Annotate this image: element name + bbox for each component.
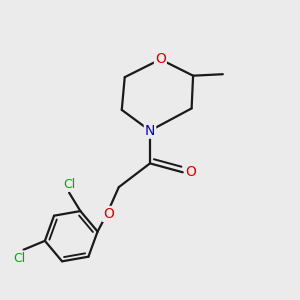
- Text: O: O: [155, 52, 166, 66]
- Text: O: O: [186, 165, 196, 179]
- Text: N: N: [145, 124, 155, 138]
- Text: Cl: Cl: [63, 178, 75, 191]
- Text: Cl: Cl: [13, 252, 25, 265]
- Text: O: O: [103, 207, 114, 221]
